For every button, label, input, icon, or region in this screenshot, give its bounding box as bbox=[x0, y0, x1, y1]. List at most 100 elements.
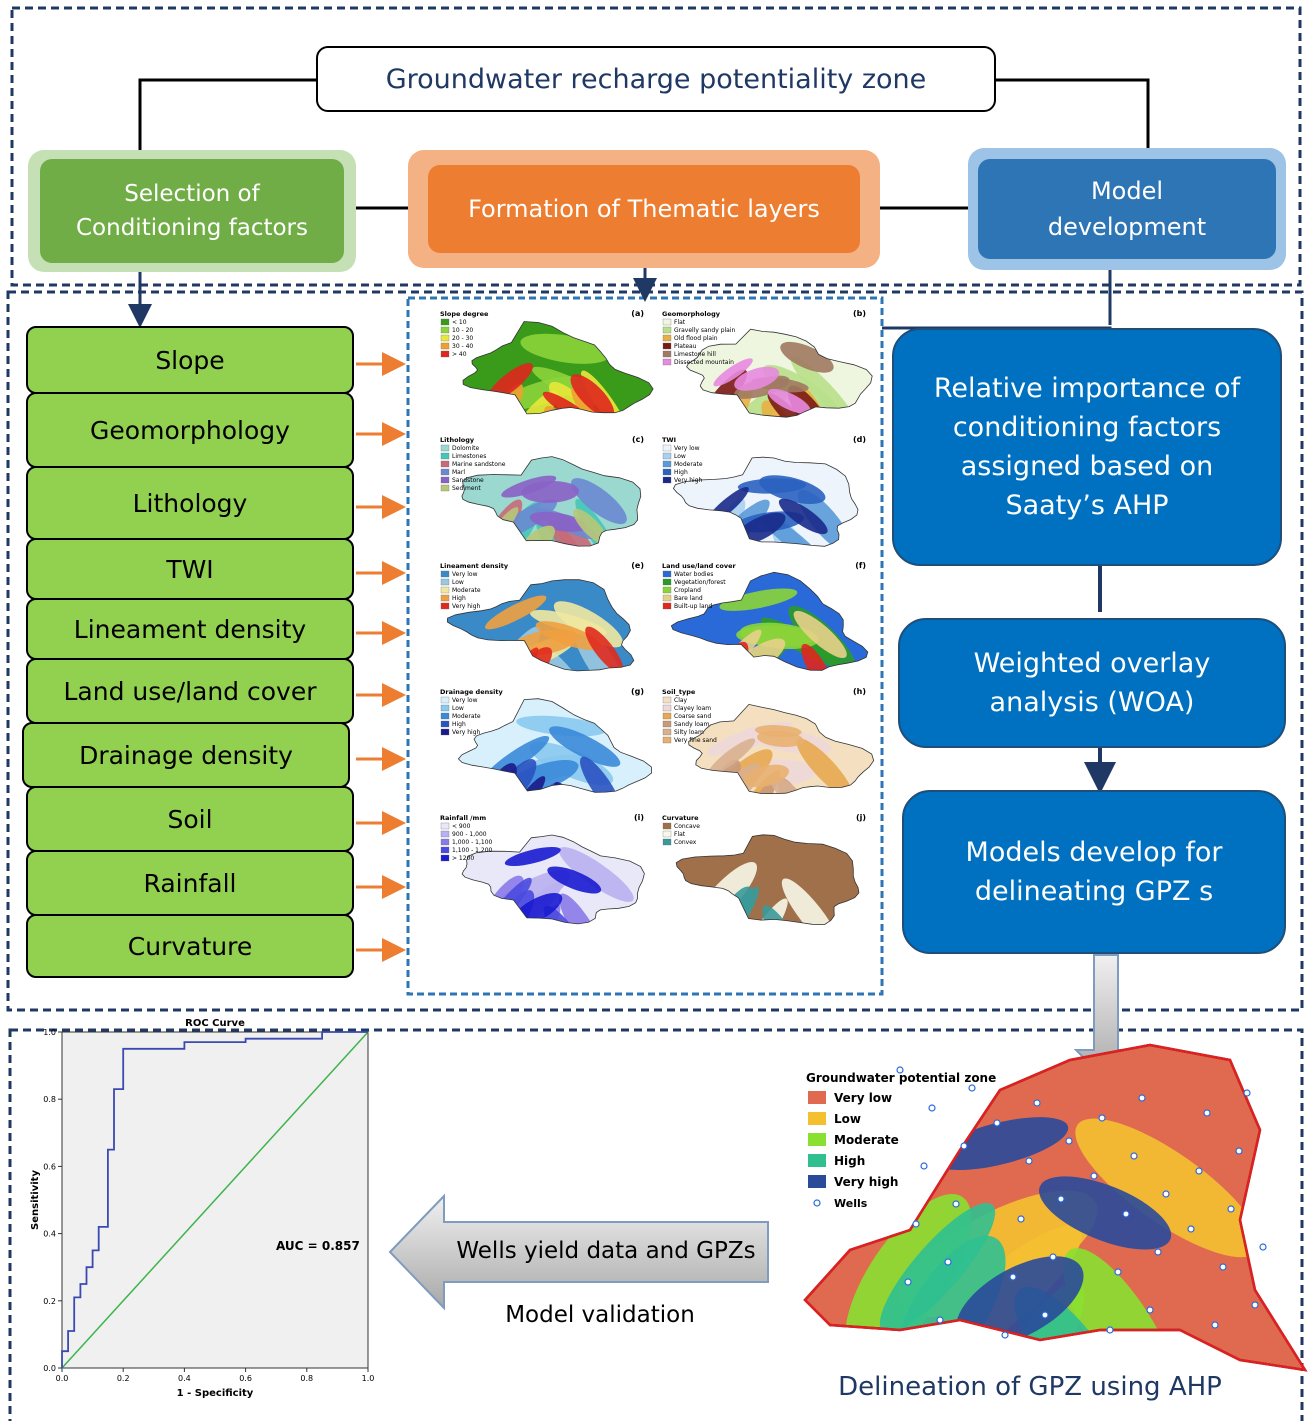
x-tick-label: 1.0 bbox=[362, 1374, 375, 1383]
y-tick-label: 0.2 bbox=[43, 1297, 56, 1306]
legend-title: Rainfall /mm bbox=[440, 814, 486, 822]
legend-label: Coarse sand bbox=[674, 713, 711, 720]
well bbox=[1018, 1216, 1024, 1222]
well bbox=[929, 1105, 935, 1111]
legend-title: Curvature bbox=[662, 814, 699, 822]
legend-title: TWI bbox=[662, 436, 676, 444]
legend-swatch bbox=[441, 335, 449, 341]
well bbox=[1058, 1196, 1064, 1202]
legend-title: Geomorphology bbox=[662, 310, 721, 318]
legend-label: Water bodies bbox=[674, 571, 713, 578]
y-axis-label: Sensitivity bbox=[30, 1170, 41, 1230]
well bbox=[945, 1259, 951, 1265]
legend-label: Wells bbox=[834, 1197, 868, 1210]
legend-swatch bbox=[441, 343, 449, 349]
legend-label: Moderate bbox=[452, 587, 481, 594]
legend-swatch bbox=[663, 335, 671, 341]
legend-swatch bbox=[663, 445, 671, 451]
x-tick-label: 0.0 bbox=[56, 1374, 69, 1383]
legend-label: Very low bbox=[834, 1091, 892, 1105]
legend-label: Cropland bbox=[674, 587, 701, 594]
legend-swatch bbox=[441, 587, 449, 593]
legend-label: Gravelly sandy plain bbox=[674, 327, 736, 334]
legend-swatch bbox=[808, 1112, 826, 1125]
map-label: (j) bbox=[856, 813, 866, 822]
map-label: (h) bbox=[853, 687, 866, 696]
well bbox=[1204, 1110, 1210, 1116]
well bbox=[1034, 1100, 1040, 1106]
legend-swatch bbox=[808, 1175, 826, 1188]
well bbox=[1228, 1206, 1234, 1212]
legend-swatch bbox=[663, 603, 671, 609]
legend-swatch bbox=[663, 839, 671, 845]
legend-label: Moderate bbox=[452, 713, 481, 720]
legend-swatch bbox=[808, 1154, 826, 1167]
map-fill bbox=[594, 790, 954, 979]
legend-swatch bbox=[441, 847, 449, 853]
legend-swatch bbox=[441, 469, 449, 475]
legend-label: Very low bbox=[674, 445, 700, 452]
well bbox=[1260, 1244, 1266, 1250]
well bbox=[1010, 1274, 1016, 1280]
legend-swatch bbox=[441, 839, 449, 845]
legend-swatch bbox=[663, 587, 671, 593]
well bbox=[1139, 1095, 1145, 1101]
legend-label: Very low bbox=[452, 571, 478, 578]
legend-swatch bbox=[663, 343, 671, 349]
well bbox=[1163, 1191, 1169, 1197]
legend-swatch bbox=[441, 453, 449, 459]
legend-label: Old flood plain bbox=[674, 335, 718, 342]
map-label: (c) bbox=[632, 435, 644, 444]
diagram: Groundwater recharge potentiality zone S… bbox=[0, 0, 1309, 1421]
map-label: (f) bbox=[855, 561, 866, 570]
legend-swatch bbox=[663, 705, 671, 711]
legend-swatch bbox=[441, 713, 449, 719]
process-box: Weighted overlay analysis (WOA) bbox=[898, 618, 1286, 748]
legend-swatch bbox=[441, 729, 449, 735]
legend-swatch bbox=[663, 469, 671, 475]
well bbox=[1050, 1254, 1056, 1260]
legend-label: Low bbox=[452, 579, 464, 586]
well bbox=[1252, 1302, 1258, 1308]
well bbox=[1115, 1269, 1121, 1275]
well bbox=[1212, 1322, 1218, 1328]
well bbox=[953, 1201, 959, 1207]
legend-swatch bbox=[441, 855, 449, 861]
legend-label: Bare land bbox=[674, 595, 703, 602]
legend-label: Very high bbox=[452, 603, 481, 610]
legend-label: Low bbox=[452, 705, 464, 712]
legend-label: < 10 bbox=[452, 319, 467, 326]
factor-box: Land use/land cover bbox=[26, 658, 354, 724]
legend-swatch bbox=[441, 705, 449, 711]
legend-title: Lineament density bbox=[440, 562, 509, 570]
legend-swatch bbox=[441, 319, 449, 325]
factor-box: Slope bbox=[26, 326, 354, 394]
legend-label: Flat bbox=[674, 319, 686, 326]
y-tick-label: 0.6 bbox=[43, 1162, 56, 1171]
well bbox=[1236, 1148, 1242, 1154]
process-box: Relative importance of conditioning fact… bbox=[892, 328, 1282, 566]
legend-swatch bbox=[663, 359, 671, 365]
well bbox=[1220, 1264, 1226, 1270]
x-tick-label: 0.4 bbox=[178, 1374, 191, 1383]
legend-label: Vegetation/forest bbox=[674, 579, 726, 586]
well bbox=[994, 1120, 1000, 1126]
legend-swatch bbox=[663, 823, 671, 829]
x-tick-label: 0.8 bbox=[300, 1374, 313, 1383]
legend-swatch bbox=[663, 713, 671, 719]
x-tick-label: 0.6 bbox=[239, 1374, 252, 1383]
well bbox=[1155, 1249, 1161, 1255]
map-label: (b) bbox=[853, 309, 866, 318]
factor-box: TWI bbox=[26, 538, 354, 600]
legend-title: Lithology bbox=[440, 436, 475, 444]
legend-swatch bbox=[663, 579, 671, 585]
well bbox=[905, 1279, 911, 1285]
legend-label: Plateau bbox=[674, 343, 697, 350]
factor-box: Rainfall bbox=[26, 850, 354, 916]
well bbox=[1107, 1327, 1113, 1333]
legend-swatch bbox=[663, 461, 671, 467]
well bbox=[1244, 1090, 1250, 1096]
x-axis-label: 1 - Specificity bbox=[177, 1388, 254, 1399]
legend-label: Very fine sand bbox=[674, 737, 717, 744]
map-label: (g) bbox=[631, 687, 644, 696]
